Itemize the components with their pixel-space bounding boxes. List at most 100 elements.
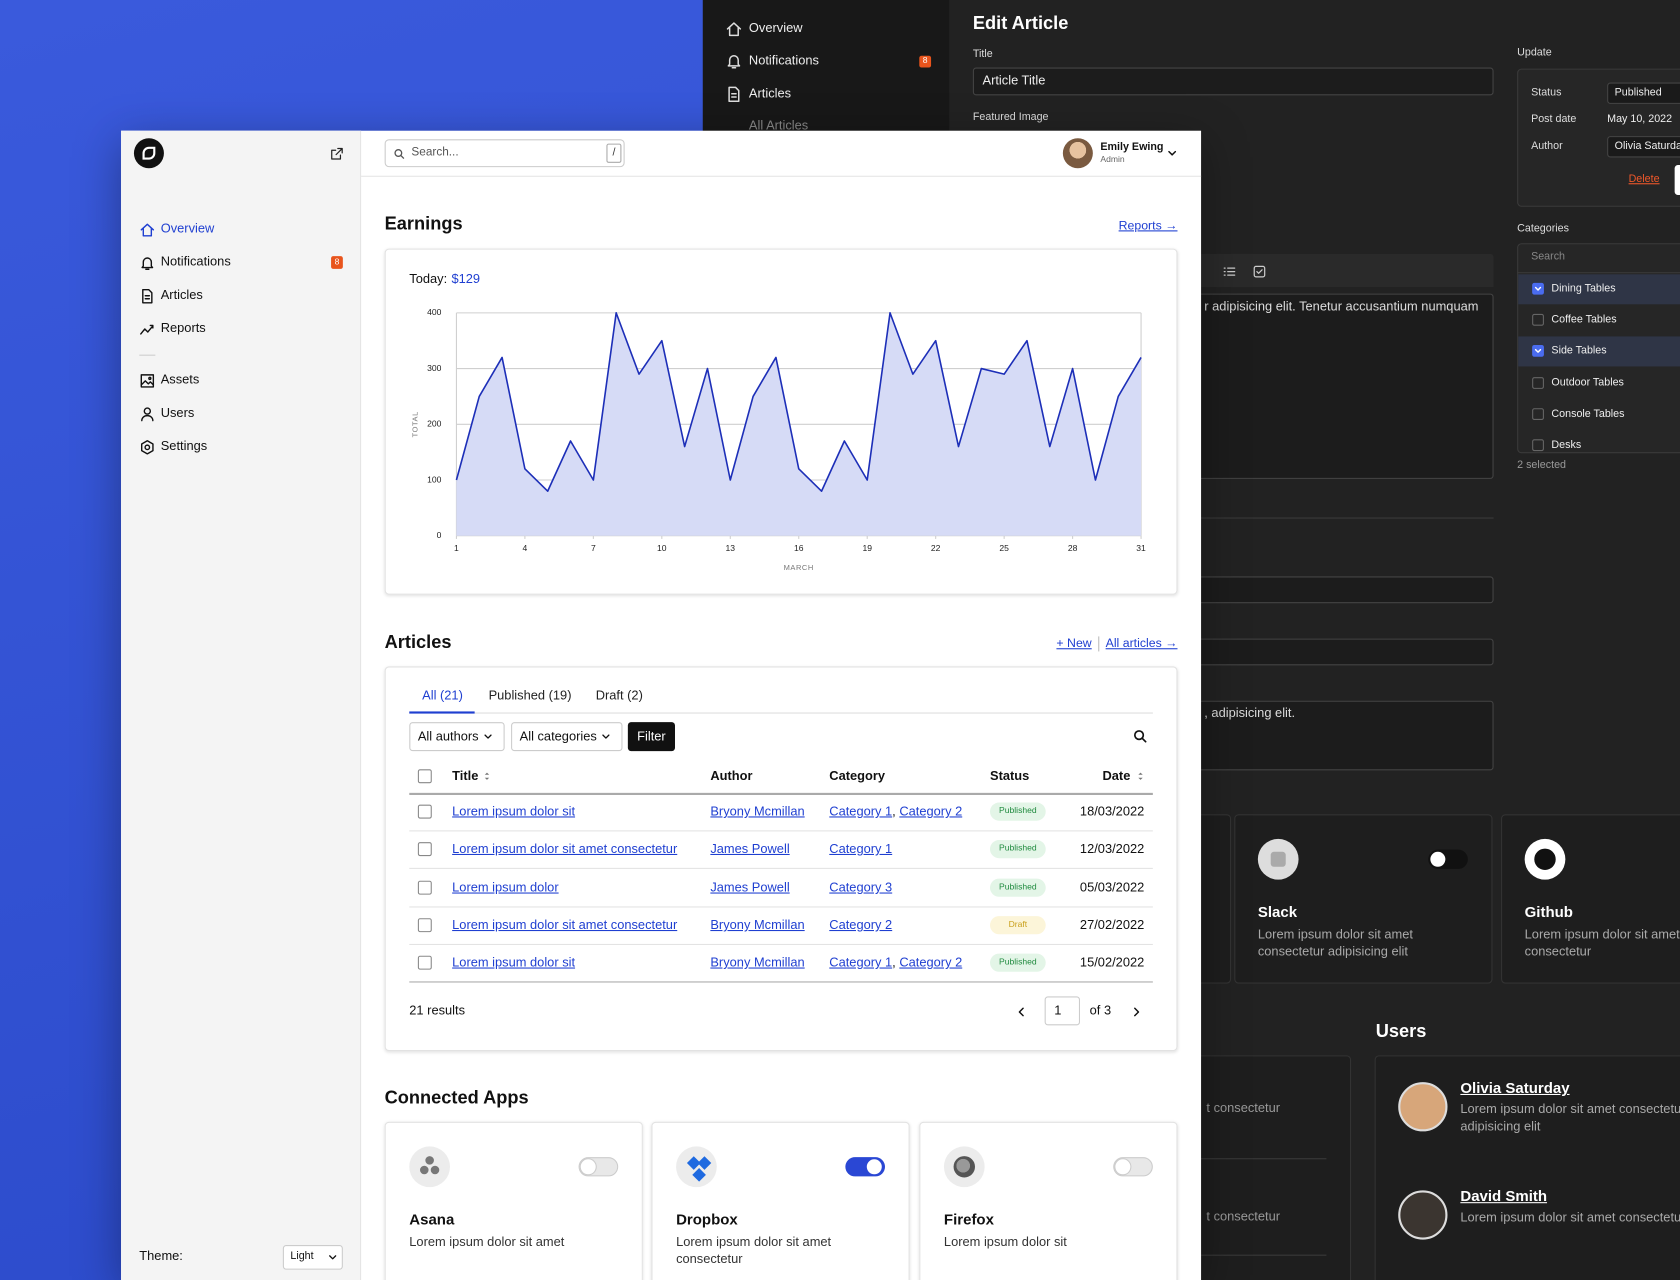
tab[interactable]: All (21) xyxy=(422,688,463,704)
app-desc: Lorem ipsum dolor sit amet xyxy=(409,1234,565,1250)
row-checkbox[interactable] xyxy=(417,880,432,895)
dark-nav-item[interactable]: Notifications xyxy=(748,52,819,68)
nav-item[interactable]: Overview xyxy=(160,221,215,237)
down-icon xyxy=(1168,150,1177,156)
icon-part xyxy=(139,324,154,335)
category-checkbox[interactable] xyxy=(1532,345,1544,357)
today-value: $129 xyxy=(451,271,481,287)
article-author[interactable]: Bryony Mcmillan xyxy=(710,954,805,970)
category-link[interactable]: Category 1 xyxy=(829,803,893,819)
category-link[interactable]: Category 1 xyxy=(829,954,893,970)
row-checkbox[interactable] xyxy=(417,768,432,783)
app-desc: Lorem ipsum dolor sit xyxy=(943,1234,1067,1250)
x-tick-label: 19 xyxy=(862,543,872,553)
icon-part xyxy=(140,379,154,386)
article-author[interactable]: Bryony Mcmillan xyxy=(710,803,805,819)
dark-badge-count: 8 xyxy=(922,56,928,66)
icon-part xyxy=(1133,1007,1139,1016)
filter-select[interactable] xyxy=(409,722,505,752)
category-link[interactable]: Category 3 xyxy=(829,879,893,895)
update-button[interactable] xyxy=(1674,165,1680,196)
user-name[interactable]: Olivia Saturday xyxy=(1460,1079,1570,1097)
nav-item[interactable]: Assets xyxy=(160,372,200,388)
row-checkbox[interactable] xyxy=(417,841,432,856)
row-checkbox[interactable] xyxy=(417,804,432,819)
filter-label: All authors xyxy=(417,728,479,744)
category-link[interactable]: Category 2 xyxy=(899,803,963,819)
title-input-value: Article Title xyxy=(982,73,1046,89)
users-heading: Users xyxy=(1375,1021,1427,1042)
reports-link[interactable]: Reports → xyxy=(1118,219,1178,233)
status-pill xyxy=(990,801,1046,821)
category-link[interactable]: Category 2 xyxy=(829,917,893,933)
dark-nav-item[interactable]: Articles xyxy=(748,86,792,102)
article-title[interactable]: Lorem ipsum dolor sit amet consectetur xyxy=(452,917,678,933)
status-label: Draft xyxy=(1008,919,1028,930)
column-header: Title xyxy=(452,768,479,784)
article-author[interactable]: James Powell xyxy=(710,879,790,895)
row-checkbox[interactable] xyxy=(417,917,432,932)
category-checkbox[interactable] xyxy=(1532,408,1544,421)
all-articles-link[interactable]: All articles → xyxy=(1105,637,1178,651)
down-icon xyxy=(328,1254,336,1259)
dark-badge xyxy=(919,55,932,68)
user-desc: Lorem ipsum dolor sit amet consectetur a… xyxy=(1460,1101,1680,1134)
delete-link[interactable]: Delete xyxy=(1628,173,1660,186)
down-icon xyxy=(601,734,609,739)
nav-item[interactable]: Notifications xyxy=(160,254,231,270)
update-value-box xyxy=(1607,82,1680,104)
search-placeholder: Search... xyxy=(411,145,459,159)
category-checkbox[interactable] xyxy=(1532,282,1544,295)
nav-item[interactable]: Users xyxy=(160,405,195,421)
nav-item[interactable]: Articles xyxy=(160,287,203,303)
row-border xyxy=(409,829,1153,831)
article-title[interactable]: Lorem ipsum dolor xyxy=(452,879,559,895)
theme-select[interactable] xyxy=(282,1245,343,1270)
dark-nav-item[interactable]: Overview xyxy=(748,20,803,36)
dark-nav-item[interactable]: All Articles xyxy=(748,118,809,134)
category-checkbox[interactable] xyxy=(1532,313,1544,326)
article-date: 18/03/2022 xyxy=(1079,803,1145,819)
filter-button[interactable] xyxy=(627,722,676,752)
filter-select[interactable] xyxy=(511,722,623,752)
user-name: Emily Ewing xyxy=(1100,141,1164,153)
x-tick-label: 1 xyxy=(454,543,459,553)
category-checkbox[interactable] xyxy=(1532,439,1544,452)
article-categories: Category 3 xyxy=(829,880,892,896)
x-tick-label: 7 xyxy=(591,543,596,553)
article-author[interactable]: Bryony Mcmillan xyxy=(710,917,805,933)
category-checkbox[interactable] xyxy=(1532,377,1544,389)
list-icon xyxy=(1223,266,1235,276)
divider xyxy=(1201,1158,1327,1160)
page-input[interactable] xyxy=(1044,996,1081,1026)
article-title[interactable]: Lorem ipsum dolor sit amet consectetur xyxy=(452,841,678,857)
row-checkbox[interactable] xyxy=(417,955,432,970)
icon-part xyxy=(728,86,740,103)
section-heading: Articles xyxy=(384,632,452,653)
user-avatar xyxy=(1398,1190,1448,1240)
icon-part xyxy=(328,1254,336,1259)
article-title[interactable]: Lorem ipsum dolor sit xyxy=(452,803,576,819)
section-heading: Connected Apps xyxy=(384,1087,529,1109)
category-link[interactable]: Category 2 xyxy=(899,954,963,970)
x-tick-label: 22 xyxy=(931,543,941,553)
down-icon xyxy=(1534,286,1542,291)
article-author[interactable]: James Powell xyxy=(710,841,790,857)
tab[interactable]: Published (19) xyxy=(488,688,572,704)
status-label: Published xyxy=(999,957,1037,967)
search-box[interactable] xyxy=(384,139,625,168)
article-title[interactable]: Lorem ipsum dolor sit xyxy=(452,954,576,970)
left-icon xyxy=(1018,1007,1024,1016)
app-name: Dropbox xyxy=(676,1210,738,1229)
nav-item[interactable]: Settings xyxy=(160,438,208,454)
user-name[interactable]: David Smith xyxy=(1460,1187,1548,1205)
today-label: Today: xyxy=(409,271,448,287)
icon-part xyxy=(1253,265,1265,277)
tab[interactable]: Draft (2) xyxy=(595,688,643,704)
tab-underline xyxy=(409,711,475,714)
field-label: Title xyxy=(972,47,993,60)
new-link[interactable]: + New xyxy=(1056,637,1092,651)
nav-item[interactable]: Reports xyxy=(160,320,206,336)
icon-part xyxy=(726,22,742,37)
category-link[interactable]: Category 1 xyxy=(829,841,893,857)
